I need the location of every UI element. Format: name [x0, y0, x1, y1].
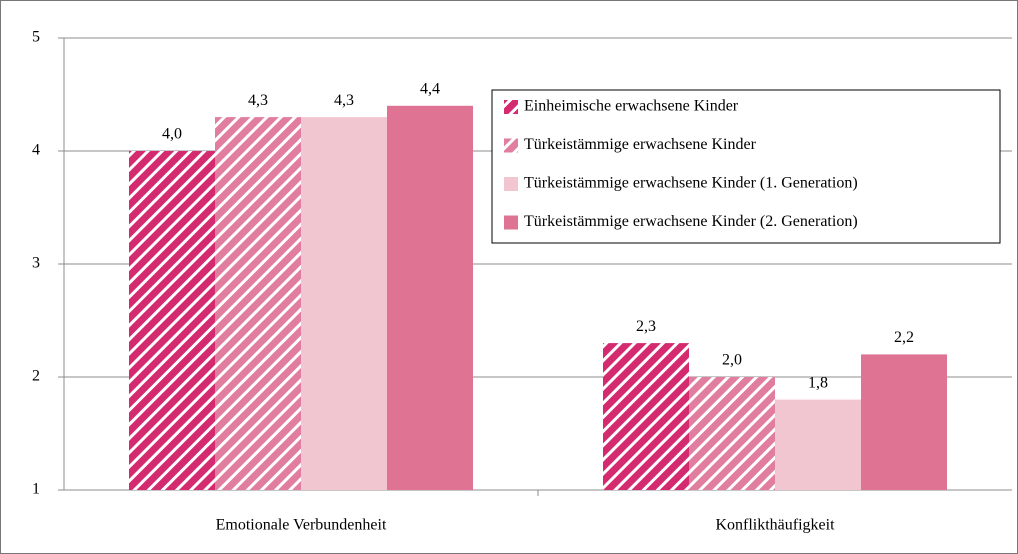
legend-box: [491, 89, 1001, 244]
x-tick-label: Emotionale Verbundenheit: [216, 517, 387, 534]
value-label: 2,2: [894, 329, 914, 346]
legend-label: Türkeistämmige erwachsene Kinder: [524, 136, 757, 153]
legend-label: Einheimische erwachsene Kinder: [524, 98, 739, 115]
value-label: 4,3: [248, 92, 268, 109]
y-tick-label: 1: [32, 481, 40, 498]
legend-swatch: [504, 177, 518, 191]
legend-swatch: [504, 138, 518, 153]
bar: [603, 343, 689, 490]
bar: [861, 354, 947, 490]
value-label: 4,0: [162, 126, 182, 143]
bar: [387, 105, 473, 491]
y-tick-label: 2: [32, 368, 40, 385]
y-tick-label: 5: [32, 29, 40, 46]
value-label: 4,3: [334, 92, 354, 109]
value-label: 1,8: [808, 374, 828, 391]
bar: [215, 117, 301, 490]
x-tick-label: Konflikthäufigkeit: [715, 517, 835, 534]
legend-label: Türkeistämmige erwachsene Kinder (1. Gen…: [524, 175, 858, 192]
y-tick-label: 3: [32, 255, 40, 272]
value-label: 4,4: [420, 80, 440, 97]
legend-swatch: [504, 215, 518, 230]
bar: [689, 377, 775, 490]
legend-label: Türkeistämmige erwachsene Kinder (2. Gen…: [524, 213, 858, 230]
value-label: 2,0: [722, 352, 742, 369]
value-label: 2,3: [636, 318, 656, 335]
y-tick-label: 4: [32, 142, 40, 159]
bar: [301, 117, 387, 490]
bar: [129, 151, 215, 490]
legend-swatch: [504, 100, 518, 114]
bar: [775, 399, 861, 490]
